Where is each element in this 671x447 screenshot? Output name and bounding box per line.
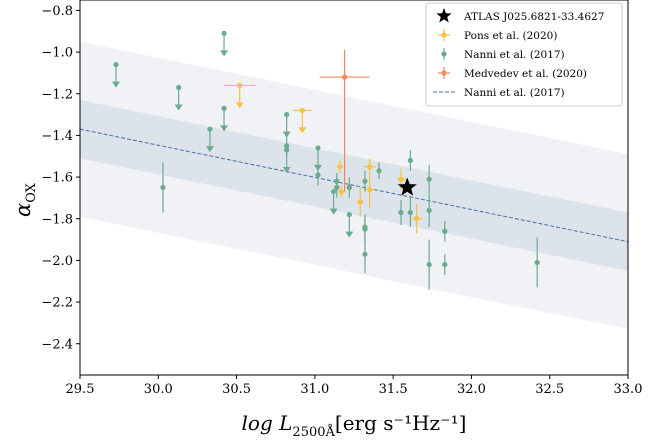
nanni-et-al-2017-limit-2-arrow-head [205, 146, 214, 153]
nanni-et-al-2017-point-18-marker [442, 261, 448, 268]
nanni-et-al-2017-point-13-marker [407, 209, 413, 216]
pons-et-al-2020-point-6-marker [414, 216, 420, 222]
pons-et-al-2020-point-4-marker [367, 186, 373, 193]
x-axis-label-main: log L [242, 411, 293, 435]
nanni-et-al-2017-point-0-marker [160, 184, 166, 191]
y-tick-label-8: −2.4 [41, 337, 73, 352]
legend-entry-0-label: ATLAS J025.6821-33.4627 [463, 11, 604, 23]
nanni-et-al-2017-point-8-marker [362, 226, 368, 232]
nanni-et-al-2017-point-11-marker [398, 209, 404, 216]
axes: 29.5 30.0 30.5 31.0 31.5 32.0 32.5 33.0 −0.8 −1.0… [41, 0, 642, 397]
x-tick-label-6: 32.5 [535, 382, 564, 397]
y-tick-label-2: −1.2 [41, 87, 73, 102]
nanni-et-al-2017-limit-3-arrow-head [220, 50, 229, 57]
nanni-et-al-2017-limit-0-arrow-head [112, 81, 121, 88]
nanni-et-al-2017-point-4-marker [334, 184, 340, 191]
pons-et-al-2020-limit-0-arrow-head [235, 102, 244, 109]
nanni-et-al-2017-point-10-marker [376, 168, 382, 174]
nanni-et-al-2017-point-9-marker [362, 251, 368, 257]
nanni-et-al-2017-limit-7-marker [315, 145, 321, 151]
x-tick-label-7: 33.0 [614, 382, 643, 397]
y-axis-label: αOX [11, 182, 39, 217]
y-tick-label-7: −2.2 [41, 296, 73, 311]
nanni-et-al-2017-limit-4-marker [221, 105, 227, 111]
y-tick-label-5: −1.8 [41, 212, 73, 227]
nanni-et-al-2017-point-19-marker [534, 259, 540, 266]
nanni-et-al-2017-point-17-marker [442, 228, 448, 234]
legend-entry-3-label: Medvedev et al. (2020) [464, 68, 587, 80]
nanni-et-al-2017-point-12-marker [407, 157, 413, 164]
x-tick-label-4: 31.5 [379, 382, 408, 397]
nanni-et-al-2017-limit-9-arrow-head [345, 231, 354, 238]
nanni-et-al-2017-point-16-marker [426, 261, 432, 268]
x-tick-label-1: 30.0 [144, 382, 173, 397]
y-axis-label-sub: OX [24, 182, 39, 202]
legend-entry-0-star-icon [436, 8, 452, 23]
pons-et-al-2020-point-2-marker [357, 199, 363, 205]
pons-et-al-2020-point-3-marker [367, 164, 373, 170]
legend-entry-4-label: Nanni et al. (2017) [464, 87, 565, 99]
medvedev-et-al-2020-point-0-marker [342, 74, 348, 80]
legend-entry-3-marker-icon [441, 70, 447, 76]
nanni-et-al-2017-point-6-marker [362, 178, 368, 184]
legend-entry-1-marker-icon [441, 32, 447, 38]
y-tick-label-1: −1.0 [41, 46, 73, 61]
x-tick-label-0: 29.5 [66, 382, 95, 397]
nanni-et-al-2017-point-5-marker [346, 184, 352, 191]
x-axis-label-sub: 2500Å [292, 424, 335, 440]
nanni-et-al-2017-limit-9-marker [346, 211, 352, 218]
x-axis-label-units: [erg s⁻¹Hz⁻¹] [335, 411, 467, 435]
y-tick-label-0: −0.8 [41, 4, 73, 19]
y-tick-label-3: −1.4 [41, 129, 73, 144]
x-axis-label: log L2500Å[erg s⁻¹Hz⁻¹] [242, 411, 467, 440]
nanni-et-al-2017-limit-5-arrow-head [282, 131, 291, 138]
pons-et-al-2020-limit-1-marker [299, 107, 305, 114]
relation-line [80, 128, 628, 243]
scatter-bands [80, 41, 628, 330]
nanni-et-al-2017-limit-1-marker [176, 84, 182, 91]
nanni-et-al-2017-limit-8-marker [331, 189, 337, 195]
nanni-et-al-2017-limit-6-arrow-head [282, 167, 291, 173]
x-tick-label-3: 31.0 [300, 382, 329, 397]
nanni-et-al-2017-point-1-marker [284, 143, 290, 149]
nanni-et-al-2017-limit-8-arrow-head [329, 208, 338, 215]
y-tick-label-4: −1.6 [41, 171, 73, 186]
x-tick-label-2: 30.5 [222, 382, 251, 397]
nanni-et-al-2017-point-15-marker [426, 207, 432, 214]
legend-box [425, 2, 623, 107]
nanni-et-al-2017-limit-0-marker [113, 61, 119, 68]
pons-et-al-2020-limit-1-arrow-head [298, 127, 307, 134]
nanni-et-al-2017-limit-5-marker [284, 111, 290, 118]
atlas-j025-6821-33-4627-star-0 [397, 177, 417, 196]
pons-et-al-2020-point-0-marker [337, 164, 343, 170]
pons-et-al-2020-limit-0-marker [237, 82, 243, 89]
nanni-et-al-2017-point-14-marker [426, 176, 432, 182]
pons-et-al-2020-point-5-marker [398, 176, 404, 182]
data-points [112, 30, 540, 290]
x-tick-label-5: 32.0 [457, 382, 486, 397]
legend-entry-2-marker-icon [441, 51, 447, 57]
nanni-et-al-2017-limit-4-arrow-head [220, 125, 229, 132]
plot-frame [79, 0, 629, 376]
legend: ATLAS J025.6821-33.4627 Pons et al. (2020… [425, 2, 623, 107]
pons-et-al-2020-point-1-marker [338, 189, 345, 195]
y-axis-label-main: α [11, 203, 35, 217]
y-tick-label-6: −2.0 [41, 254, 73, 269]
nanni-et-al-2017-limit-1-arrow-head [174, 104, 183, 111]
nanni-et-al-2017-limit-3-marker [221, 30, 227, 36]
nanni-et-al-2017-point-2-marker [315, 172, 321, 178]
legend-entry-1-label: Pons et al. (2020) [464, 30, 557, 42]
legend-entry-2-label: Nanni et al. (2017) [464, 49, 565, 61]
nanni-et-al-2017-limit-2-marker [207, 126, 213, 132]
